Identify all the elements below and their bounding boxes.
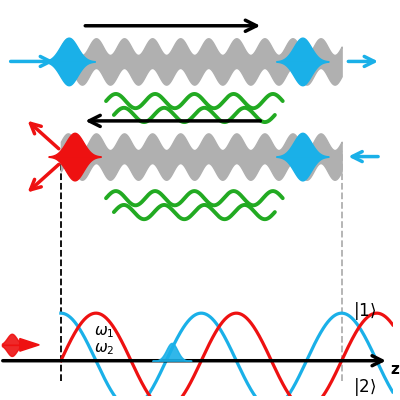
Polygon shape [20, 338, 39, 351]
Text: z: z [391, 362, 400, 377]
Text: $\omega_1$: $\omega_1$ [94, 324, 114, 340]
Text: $|2\rangle$: $|2\rangle$ [354, 376, 376, 398]
Text: $|1\rangle$: $|1\rangle$ [354, 300, 376, 322]
Text: $\omega_2$: $\omega_2$ [94, 342, 114, 358]
